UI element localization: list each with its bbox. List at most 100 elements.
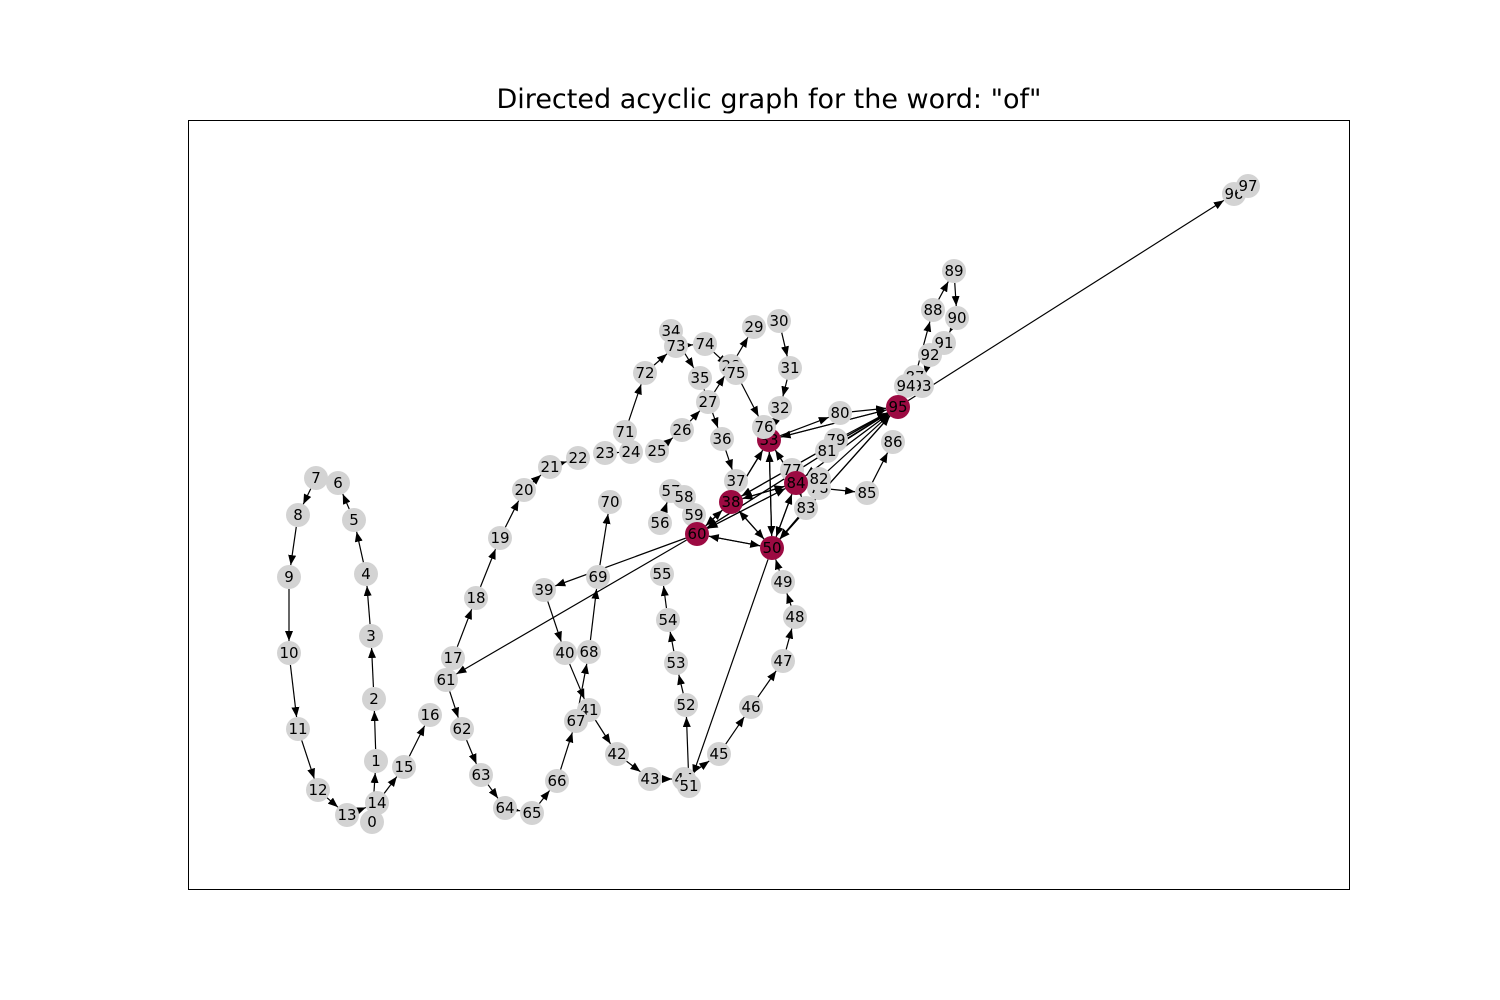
edge-42-43: [626, 760, 641, 773]
node-label: 62: [452, 720, 471, 738]
node-circle: [894, 374, 918, 398]
node-circle: [855, 481, 879, 505]
node-label: 2: [369, 690, 379, 708]
node-label: 42: [607, 745, 626, 763]
node-label: 90: [947, 309, 966, 327]
node-circle: [360, 810, 384, 834]
node-circle: [672, 485, 696, 509]
node-16: 16: [418, 703, 442, 727]
node-circle: [828, 401, 852, 425]
node-circle: [469, 763, 493, 787]
edge-54-55: [660, 585, 669, 609]
node-circle: [752, 415, 776, 439]
node-73: 73: [664, 334, 688, 358]
node-60: 60: [685, 522, 709, 546]
edge-33-95: [780, 408, 887, 438]
node-82: 82: [807, 467, 831, 491]
node-circle: [277, 565, 301, 589]
node-circle: [794, 496, 818, 520]
node-label: 22: [568, 449, 587, 467]
node-label: 10: [279, 644, 298, 662]
node-55: 55: [650, 562, 674, 586]
node-39: 39: [532, 578, 556, 602]
node-label: 66: [547, 772, 566, 790]
edge-75-76: [740, 383, 760, 417]
node-circle: [768, 396, 792, 420]
node-label: 69: [588, 568, 607, 586]
node-27: 27: [696, 390, 720, 414]
node-22: 22: [566, 446, 590, 470]
node-circle: [739, 695, 763, 719]
node-label: 17: [443, 649, 462, 667]
node-label: 59: [684, 506, 703, 524]
node-circle: [771, 649, 795, 673]
edge-28-29: [736, 337, 749, 356]
node-9: 9: [277, 565, 301, 589]
node-circle: [359, 624, 383, 648]
node-label: 11: [288, 720, 307, 738]
edge-78-85: [830, 486, 856, 495]
node-14: 14: [365, 791, 389, 815]
node-label: 13: [337, 806, 356, 824]
node-label: 43: [640, 770, 659, 788]
node-circle: [724, 361, 748, 385]
edge-60-61: [456, 539, 687, 675]
node-97: 97: [1236, 174, 1260, 198]
edge-65-66: [538, 790, 551, 804]
node-circle: [512, 478, 536, 502]
node-circle: [418, 703, 442, 727]
node-56: 56: [648, 511, 672, 535]
node-label: 64: [495, 799, 514, 817]
node-38: 38: [719, 490, 743, 514]
edge-62-63: [466, 739, 477, 765]
node-45: 45: [707, 742, 731, 766]
node-7: 7: [304, 466, 328, 490]
edge-4-5: [354, 531, 364, 563]
node-circle: [277, 641, 301, 665]
node-label: 31: [780, 359, 799, 377]
node-label: 63: [471, 766, 490, 784]
node-label: 83: [796, 499, 815, 517]
node-72: 72: [633, 361, 657, 385]
node-20: 20: [512, 478, 536, 502]
edge-82-95: [827, 414, 890, 472]
node-70: 70: [598, 490, 622, 514]
node-label: 55: [652, 565, 671, 583]
node-circle: [670, 418, 694, 442]
node-65: 65: [520, 801, 544, 825]
node-83: 83: [794, 496, 818, 520]
node-label: 53: [666, 654, 685, 672]
edge-53-54: [668, 631, 676, 652]
node-circle: [783, 605, 807, 629]
node-label: 95: [888, 398, 907, 416]
node-circle: [286, 503, 310, 527]
node-label: 27: [698, 393, 717, 411]
edge-8-9: [288, 526, 297, 566]
node-15: 15: [392, 755, 416, 779]
edge-90-91: [949, 321, 958, 333]
node-label: 51: [679, 777, 698, 795]
edge-36-37: [725, 450, 733, 470]
edge-52-53: [677, 674, 685, 694]
edge-69-70: [599, 513, 611, 566]
node-23: 23: [593, 441, 617, 465]
edge-68-69: [589, 588, 600, 641]
node-circle: [771, 570, 795, 594]
node-43: 43: [638, 767, 662, 791]
node-92: 92: [918, 343, 942, 367]
node-circle: [921, 298, 945, 322]
node-circle: [538, 455, 562, 479]
node-label: 67: [566, 712, 585, 730]
node-label: 30: [769, 312, 788, 330]
edge-2-3: [368, 647, 377, 688]
node-label: 18: [466, 589, 485, 607]
node-label: 71: [615, 423, 634, 441]
node-label: 88: [923, 301, 942, 319]
node-88: 88: [921, 298, 945, 322]
edge-14-15: [383, 776, 398, 794]
node-circle: [633, 361, 657, 385]
node-circle: [1236, 174, 1260, 198]
edge-45-46: [725, 716, 745, 745]
node-13: 13: [335, 803, 359, 827]
node-circle: [392, 755, 416, 779]
